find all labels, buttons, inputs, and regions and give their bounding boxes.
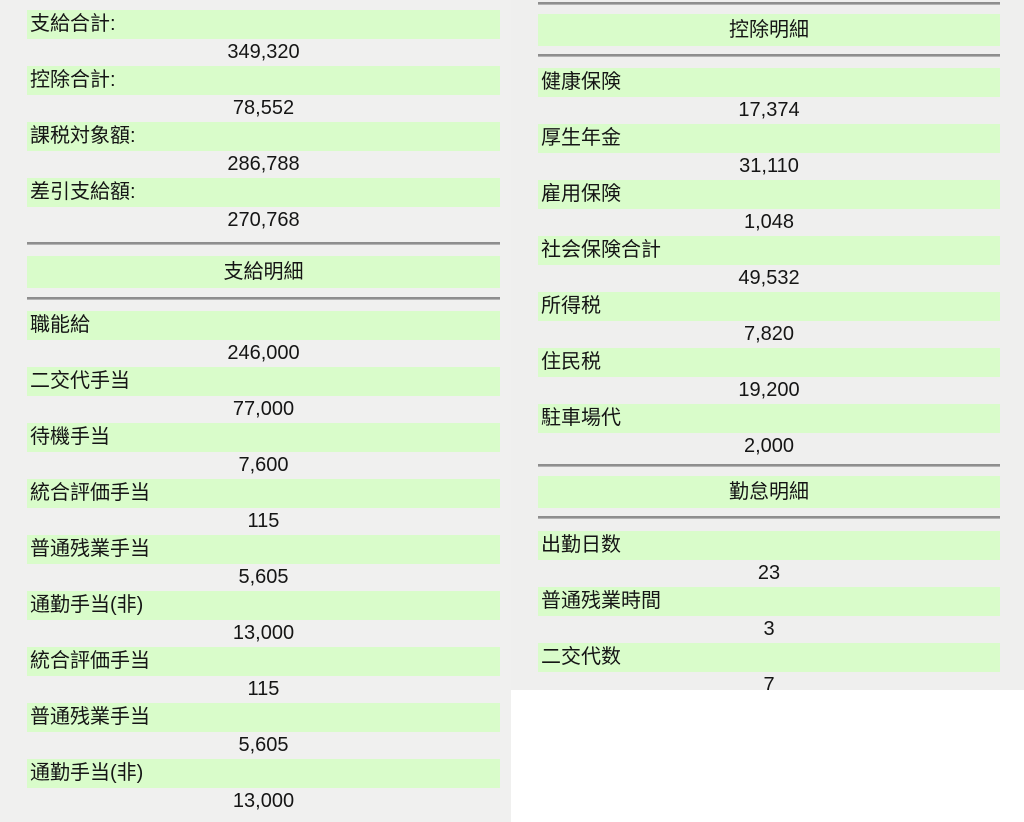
payment-row-label: 通勤手当(非) [27,759,500,788]
payment-row-label: 待機手当 [27,423,500,452]
deduction-row-label: 雇用保険 [538,180,1000,209]
deduction-row-value: 31,110 [739,155,799,177]
divider [538,2,1000,5]
payment-row-label: 統合評価手当 [27,479,500,508]
deduction-row-value: 2,000 [743,435,795,457]
payment-row-label: 職能給 [27,311,500,340]
divider [538,516,1000,519]
deductions-panel[interactable]: 控除明細 健康保険 17,374 厚生年金 31,110 雇用保険 1,048 … [511,0,1024,690]
payment-row-value: 115 [247,510,280,532]
summary-row-value: 349,320 [227,41,300,63]
section-header-payments: 支給明細 [27,256,500,288]
deduction-row-label: 住民税 [538,348,1000,377]
summary-row-label: 差引支給額: [27,178,500,207]
attendance-row-value: 7 [763,674,775,690]
divider [27,297,500,300]
attendance-row-label: 二交代数 [538,643,1000,672]
summary-row-value: 78,552 [232,97,295,119]
attendance-row-label: 出勤日数 [538,531,1000,560]
payment-row-label: 二交代手当 [27,367,500,396]
deduction-row-label: 所得税 [538,292,1000,321]
deductions-panel-content: 控除明細 健康保険 17,374 厚生年金 31,110 雇用保険 1,048 … [538,2,1000,690]
payment-row-value: 13,000 [232,790,295,812]
attendance-row-label: 普通残業時間 [538,587,1000,616]
payment-row-value: 115 [247,678,280,700]
payment-row-label: 通勤手当(非) [27,591,500,620]
deduction-row-value: 49,532 [738,267,800,289]
deduction-row-value: 19,200 [738,379,800,401]
summary-row-label: 課税対象額: [27,122,500,151]
payment-row-label: 統合評価手当 [27,647,500,676]
attendance-row-value: 23 [757,562,781,584]
divider [538,464,1000,467]
deduction-row-value: 17,374 [738,99,800,121]
deduction-row-label: 健康保険 [538,68,1000,97]
payment-row-label: 普通残業手当 [27,535,500,564]
deduction-row-value: 1,048 [743,211,795,233]
payment-row-value: 5,605 [238,566,289,588]
deduction-row-value: 7,820 [743,323,795,345]
deduction-row-label: 社会保険合計 [538,236,1000,265]
summary-row-label: 控除合計: [27,66,500,95]
deduction-row-label: 厚生年金 [538,124,1000,153]
summary-row-value: 270,768 [227,209,300,231]
deduction-row-label: 駐車場代 [538,404,1000,433]
divider [538,54,1000,57]
payments-panel[interactable]: 支給合計: 349,320 控除合計: 78,552 課税対象額: 286,78… [0,0,511,822]
summary-row-label: 支給合計: [27,10,500,39]
attendance-row-value: 3 [763,618,775,640]
payments-panel-content: 支給合計: 349,320 控除合計: 78,552 課税対象額: 286,78… [27,10,500,815]
section-header-deductions: 控除明細 [538,14,1000,46]
payment-row-value: 77,000 [232,398,295,420]
payment-row-value: 246,000 [227,342,300,364]
section-header-attendance: 勤怠明細 [538,476,1000,508]
payment-row-value: 13,000 [232,622,295,644]
payment-row-label: 普通残業手当 [27,703,500,732]
payment-row-value: 5,605 [238,734,289,756]
payment-row-value: 7,600 [238,454,289,476]
summary-row-value: 286,788 [227,153,300,175]
divider [27,242,500,245]
